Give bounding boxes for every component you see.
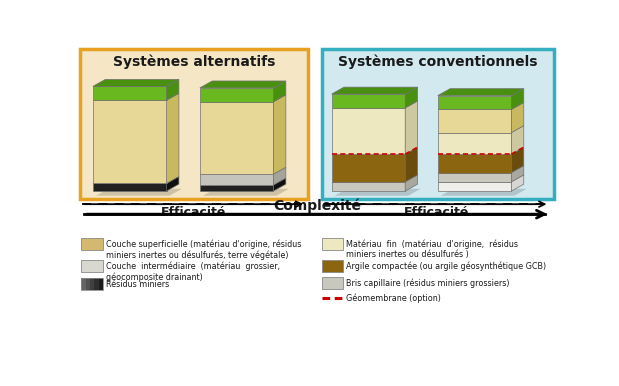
Polygon shape (438, 96, 511, 110)
Polygon shape (335, 189, 421, 196)
Polygon shape (332, 108, 405, 154)
Polygon shape (438, 154, 511, 173)
Polygon shape (405, 147, 418, 182)
Polygon shape (274, 95, 286, 174)
Polygon shape (200, 185, 274, 191)
Polygon shape (438, 110, 511, 132)
Polygon shape (405, 175, 418, 191)
FancyBboxPatch shape (80, 49, 308, 199)
Text: Couche  intermédiaire  (matériau  grossier,
géocomposite drainant): Couche intermédiaire (matériau grossier,… (106, 261, 280, 282)
Text: Systèmes alternatifs: Systèmes alternatifs (113, 54, 275, 69)
Polygon shape (167, 176, 179, 191)
Text: Bris capillaire (résidus miniers grossiers): Bris capillaire (résidus miniers grossie… (346, 278, 510, 288)
Text: Couche superficielle (matériau d'origine, résidus
miniers inertes ou désulfurés,: Couche superficielle (matériau d'origine… (106, 240, 301, 260)
Polygon shape (200, 174, 274, 185)
Polygon shape (93, 100, 167, 183)
Polygon shape (274, 81, 286, 102)
Polygon shape (200, 102, 274, 174)
Polygon shape (93, 86, 167, 100)
Text: Argile compactée (ou argile géosynthétique GCB): Argile compactée (ou argile géosynthétiq… (346, 261, 547, 271)
Polygon shape (332, 94, 405, 108)
Polygon shape (405, 101, 418, 154)
FancyBboxPatch shape (321, 260, 343, 272)
Polygon shape (511, 103, 524, 132)
Polygon shape (203, 189, 289, 196)
FancyBboxPatch shape (321, 49, 554, 199)
Text: Efficacité: Efficacité (404, 207, 469, 220)
Polygon shape (93, 80, 179, 86)
Text: Résidus miniers: Résidus miniers (106, 279, 170, 289)
Polygon shape (438, 132, 511, 154)
Polygon shape (511, 125, 524, 154)
Polygon shape (96, 189, 182, 196)
Text: Systèmes conventionnels: Systèmes conventionnels (338, 54, 537, 69)
Polygon shape (200, 88, 274, 102)
Polygon shape (405, 87, 418, 108)
Polygon shape (511, 175, 524, 191)
Bar (81, 278, 85, 290)
Text: Complexité: Complexité (273, 198, 361, 213)
Polygon shape (200, 81, 286, 88)
Polygon shape (511, 89, 524, 110)
FancyBboxPatch shape (81, 238, 103, 251)
Bar (85, 278, 90, 290)
Polygon shape (274, 178, 286, 191)
Bar (98, 278, 103, 290)
Polygon shape (438, 89, 524, 96)
FancyBboxPatch shape (81, 260, 103, 272)
FancyBboxPatch shape (321, 238, 343, 251)
Polygon shape (274, 167, 286, 185)
Polygon shape (441, 189, 527, 196)
Polygon shape (332, 182, 405, 191)
FancyBboxPatch shape (321, 276, 343, 289)
Bar (94, 278, 98, 290)
Polygon shape (332, 87, 418, 94)
Polygon shape (332, 154, 405, 182)
Text: Géomembrane (option): Géomembrane (option) (346, 293, 441, 303)
Polygon shape (511, 147, 524, 173)
Polygon shape (511, 166, 524, 182)
Polygon shape (167, 80, 179, 100)
Polygon shape (438, 173, 511, 182)
Text: Matériau  fin  (matériau  d'origine,  résidus
miniers inertes ou désulfurés ): Matériau fin (matériau d'origine, résidu… (346, 240, 518, 259)
Bar (90, 278, 94, 290)
Polygon shape (167, 93, 179, 183)
Polygon shape (93, 183, 167, 191)
Polygon shape (438, 182, 511, 191)
Text: Efficacité: Efficacité (162, 207, 227, 220)
